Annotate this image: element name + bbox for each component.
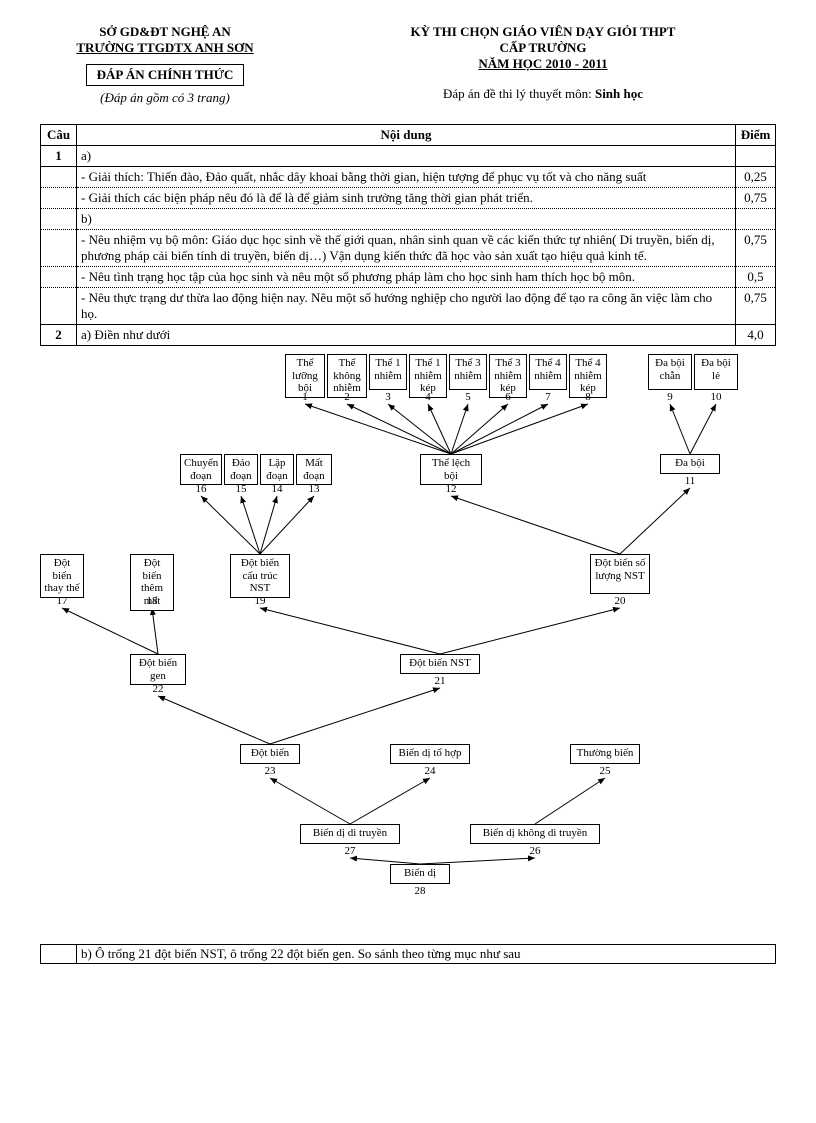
diagram-node: Đa bội lẻ: [694, 354, 738, 390]
exam-year: NĂM HỌC 2010 - 2011: [310, 56, 776, 72]
table-row: - Nêu nhiệm vụ bộ môn: Giáo dục học sinh…: [41, 230, 776, 267]
col-question: Câu: [41, 125, 77, 146]
table-row: - Nêu thực trạng dư thừa lao động hiện n…: [41, 288, 776, 325]
subject-name: Sinh học: [595, 86, 643, 101]
exam-title-2: CẤP TRƯỜNG: [310, 40, 776, 56]
diagram-node-number: 27: [300, 845, 400, 857]
diagram-node-number: 11: [660, 475, 720, 487]
diagram-node: Thể 3 nhiễm: [449, 354, 487, 390]
diagram-node: Biến dị tổ hợp: [390, 744, 470, 764]
table-row: - Nêu tình trạng học tập của học sinh và…: [41, 267, 776, 288]
page-count-note: (Đáp án gồm có 3 trang): [40, 90, 290, 106]
diagram-node-number: 10: [694, 391, 738, 403]
diagram-node-number: 17: [40, 595, 84, 607]
diagram-node-number: 25: [570, 765, 640, 777]
diagram-node: Đột biến NST: [400, 654, 480, 674]
subject-line: Đáp án đề thi lý thuyết môn: Sinh học: [310, 86, 776, 102]
org-line-2: TRƯỜNG TTGDTX ANH SƠN: [40, 40, 290, 56]
diagram-node: Đảo đoạn: [224, 454, 258, 485]
diagram-node: Thể 1 nhiễm: [369, 354, 407, 390]
table-row: - Giải thích các biện pháp nêu đó là để …: [41, 188, 776, 209]
diagram-node-number: 16: [180, 483, 222, 495]
diagram-node: Biến dị không di truyền: [470, 824, 600, 844]
diagram-node: Thường biến: [570, 744, 640, 764]
table-row: - Giải thích: Thiến đào, Đảo quất, nhắc …: [41, 167, 776, 188]
diagram-node-number: 20: [590, 595, 650, 607]
concept-diagram: Thể lưỡng bội1Thể không nhiễm2Thể 1 nhiễ…: [40, 354, 776, 934]
diagram-node: Đột biến cấu trúc NST: [230, 554, 290, 598]
diagram-node-number: 5: [449, 391, 487, 403]
footer-note: b) Ô trống 21 đột biến NST, ô trống 22 đ…: [77, 945, 775, 963]
diagram-node-number: 22: [130, 683, 186, 695]
col-score: Điểm: [736, 125, 776, 146]
exam-title-1: KỲ THI CHỌN GIÁO VIÊN DẠY GIỎI THPT: [310, 24, 776, 40]
diagram-node-number: 2: [327, 391, 367, 403]
diagram-node: Biến dị: [390, 864, 450, 884]
diagram-node-number: 14: [260, 483, 294, 495]
diagram-node: Đa bội: [660, 454, 720, 474]
diagram-node: Lặp đoạn: [260, 454, 294, 485]
diagram-node-number: 1: [285, 391, 325, 403]
page-header: SỞ GD&ĐT NGHỆ AN TRƯỜNG TTGDTX ANH SƠN Đ…: [40, 24, 776, 106]
diagram-node-number: 21: [400, 675, 480, 687]
col-content: Nội dung: [77, 125, 736, 146]
diagram-node-number: 28: [390, 885, 450, 897]
answer-table: Câu Nội dung Điểm 1a)- Giải thích: Thiến…: [40, 124, 776, 346]
diagram-node: Đột biến: [240, 744, 300, 764]
diagram-node-number: 26: [470, 845, 600, 857]
table-row: b): [41, 209, 776, 230]
diagram-node: Đột biến số lượng NST: [590, 554, 650, 594]
diagram-node-number: 24: [390, 765, 470, 777]
diagram-node-number: 9: [648, 391, 692, 403]
diagram-node: Đột biến gen: [130, 654, 186, 685]
diagram-node: Mất đoạn: [296, 454, 332, 485]
diagram-node: Thể 4 nhiễm: [529, 354, 567, 390]
diagram-node-number: 3: [369, 391, 407, 403]
table-row: 2a) Điền như dưới4,0: [41, 325, 776, 346]
answer-official-box: ĐÁP ÁN CHÍNH THỨC: [86, 64, 245, 86]
diagram-node-number: 12: [420, 483, 482, 495]
footer-note-row: b) Ô trống 21 đột biến NST, ô trống 22 đ…: [40, 944, 776, 964]
org-line-1: SỞ GD&ĐT NGHỆ AN: [40, 24, 290, 40]
diagram-node-number: 23: [240, 765, 300, 777]
diagram-node: Biến dị di truyền: [300, 824, 400, 844]
diagram-node-number: 4: [409, 391, 447, 403]
diagram-node-number: 7: [529, 391, 567, 403]
diagram-node-number: 6: [489, 391, 527, 403]
diagram-node-number: 15: [224, 483, 258, 495]
diagram-node: Chuyển đoạn: [180, 454, 222, 485]
table-row: 1a): [41, 146, 776, 167]
diagram-node-number: 13: [296, 483, 332, 495]
diagram-node: Thể lệch bội: [420, 454, 482, 485]
subject-prefix: Đáp án đề thi lý thuyết môn:: [443, 86, 595, 101]
diagram-node-number: 18: [130, 595, 174, 607]
diagram-node: Đột biến thay thế: [40, 554, 84, 598]
diagram-node-number: 19: [230, 595, 290, 607]
diagram-node-number: 8: [569, 391, 607, 403]
diagram-node: Đa bội chẵn: [648, 354, 692, 390]
